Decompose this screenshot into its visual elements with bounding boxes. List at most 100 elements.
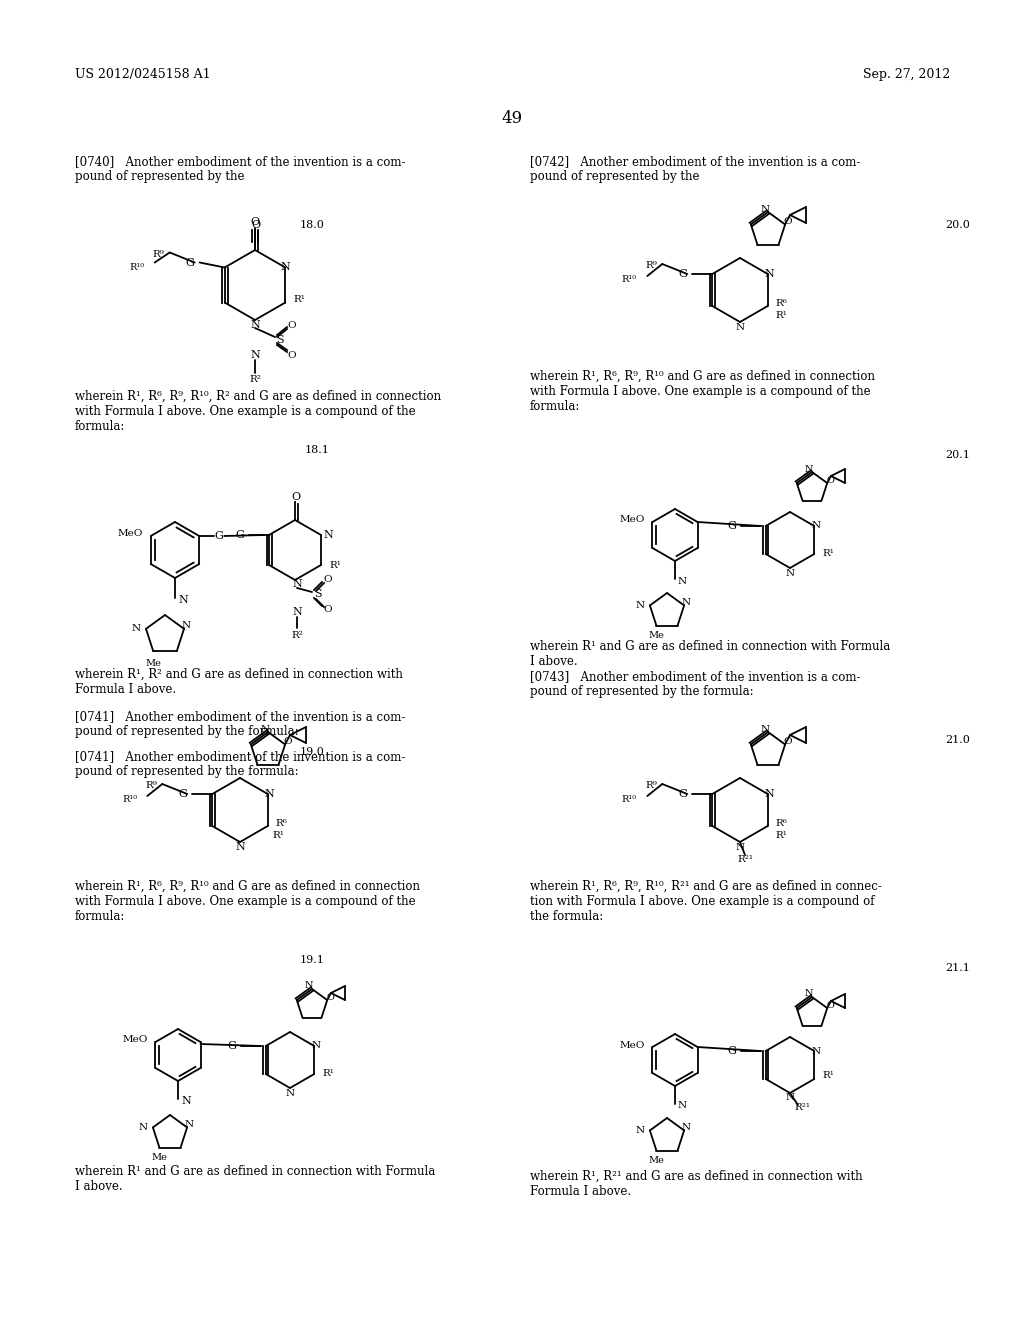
Text: R¹: R¹ [272,832,285,841]
Text: N: N [785,569,795,578]
Text: R¹⁰: R¹⁰ [130,263,144,272]
Text: N: N [181,1096,190,1106]
Text: [0741]   Another embodiment of the invention is a com-
pound of represented by t: [0741] Another embodiment of the inventi… [75,710,406,738]
Text: N: N [250,350,260,360]
Text: wherein R¹, R⁶, R⁹, R¹⁰, R² and G are as defined in connection
with Formula I ab: wherein R¹, R⁶, R⁹, R¹⁰, R² and G are as… [75,389,441,433]
Text: Me: Me [648,1156,665,1166]
Text: N: N [260,725,269,734]
Text: Me: Me [152,1154,167,1162]
Text: R¹: R¹ [776,832,787,841]
Text: N: N [765,269,774,279]
Text: R¹: R¹ [329,561,341,569]
Text: O: O [783,216,793,226]
Text: N: N [682,1123,690,1133]
Text: N: N [805,465,813,474]
Text: 20.1: 20.1 [945,450,970,459]
Text: R¹⁰: R¹⁰ [622,275,636,284]
Text: N: N [636,1126,645,1135]
Text: O: O [324,574,333,583]
Text: R⁹: R⁹ [645,781,657,791]
Text: N: N [265,789,274,799]
Text: 18.1: 18.1 [305,445,330,455]
Text: 20.0: 20.0 [945,220,970,230]
Text: G: G [727,521,736,531]
Text: wherein R¹, R² and G are as defined in connection with
Formula I above.: wherein R¹, R² and G are as defined in c… [75,668,402,696]
Text: N: N [305,982,313,990]
Text: N: N [178,595,187,605]
Text: US 2012/0245158 A1: US 2012/0245158 A1 [75,69,211,81]
Text: N: N [812,1047,821,1056]
Text: MeO: MeO [620,516,644,524]
Text: 19.1: 19.1 [300,954,325,965]
Text: O: O [826,475,835,484]
Text: N: N [181,622,190,631]
Text: Sep. 27, 2012: Sep. 27, 2012 [863,69,950,81]
Text: R⁶: R⁶ [776,818,787,828]
Text: N: N [311,1041,321,1051]
Text: N: N [323,531,333,540]
Text: G: G [679,789,687,799]
Text: N: N [735,322,744,331]
Text: N: N [636,601,645,610]
Text: MeO: MeO [620,1040,644,1049]
Text: R⁹: R⁹ [645,261,657,271]
Text: N: N [682,598,690,607]
Text: R¹⁰: R¹⁰ [122,795,137,804]
Text: wherein R¹ and G are as defined in connection with Formula
I above.: wherein R¹ and G are as defined in conne… [75,1166,435,1193]
Text: G: G [178,789,187,799]
Text: Me: Me [648,631,665,640]
Text: N: N [139,1123,147,1133]
Text: N: N [292,607,302,616]
Text: MeO: MeO [122,1035,147,1044]
Text: G: G [227,1041,236,1051]
Text: R¹: R¹ [323,1069,334,1078]
Text: N: N [765,789,774,799]
Text: N: N [805,990,813,998]
Text: N: N [250,319,260,330]
Text: wherein R¹, R⁶, R⁹, R¹⁰ and G are as defined in connection
with Formula I above.: wherein R¹, R⁶, R⁹, R¹⁰ and G are as def… [75,880,420,923]
Text: N: N [761,725,770,734]
Text: wherein R¹, R²¹ and G are as defined in connection with
Formula I above.: wherein R¹, R²¹ and G are as defined in … [530,1170,862,1199]
Text: wherein R¹, R⁶, R⁹, R¹⁰ and G are as defined in connection
with Formula I above.: wherein R¹, R⁶, R⁹, R¹⁰ and G are as def… [530,370,874,413]
Text: MeO: MeO [118,529,142,539]
Text: O: O [826,1001,835,1010]
Text: 21.0: 21.0 [945,735,970,744]
Text: [0741]   Another embodiment of the invention is a com-
pound of represented by t: [0741] Another embodiment of the inventi… [75,750,406,777]
Text: O: O [327,993,334,1002]
Text: N: N [286,1089,295,1097]
Text: wherein R¹, R⁶, R⁹, R¹⁰, R²¹ and G are as defined in connec-
tion with Formula I: wherein R¹, R⁶, R⁹, R¹⁰, R²¹ and G are a… [530,880,882,923]
Text: N: N [761,205,770,214]
Text: N: N [678,577,687,586]
Text: wherein R¹ and G are as defined in connection with Formula
I above.
[0743]   Ano: wherein R¹ and G are as defined in conne… [530,640,890,698]
Text: R²¹: R²¹ [794,1104,810,1113]
Text: [0740]   Another embodiment of the invention is a com-
pound of represented by t: [0740] Another embodiment of the inventi… [75,154,406,183]
Text: R¹: R¹ [776,312,787,321]
Text: O: O [251,216,259,227]
Text: 21.1: 21.1 [945,964,970,973]
Text: O: O [783,737,793,746]
Text: 18.0: 18.0 [300,220,325,230]
Text: R¹: R¹ [822,549,835,558]
Text: R¹⁰: R¹⁰ [622,795,636,804]
Text: N: N [678,1101,687,1110]
Text: 19.0: 19.0 [300,747,325,756]
Text: R²: R² [291,631,303,639]
Text: G: G [215,531,223,541]
Text: S: S [276,335,284,345]
Text: N: N [132,624,141,634]
Text: [0742]   Another embodiment of the invention is a com-
pound of represented by t: [0742] Another embodiment of the inventi… [530,154,860,183]
Text: R¹: R¹ [822,1072,835,1081]
Text: 49: 49 [502,110,522,127]
Text: R⁶: R⁶ [776,298,787,308]
Text: N: N [184,1119,194,1129]
Text: O: O [284,737,293,746]
Text: N: N [812,521,821,531]
Text: G: G [727,1045,736,1056]
Text: O: O [288,321,296,330]
Text: S: S [314,589,322,599]
Text: N: N [735,842,744,851]
Text: R⁹: R⁹ [153,249,165,259]
Text: G: G [236,531,244,540]
Text: N: N [236,842,245,851]
Text: O: O [288,351,296,359]
